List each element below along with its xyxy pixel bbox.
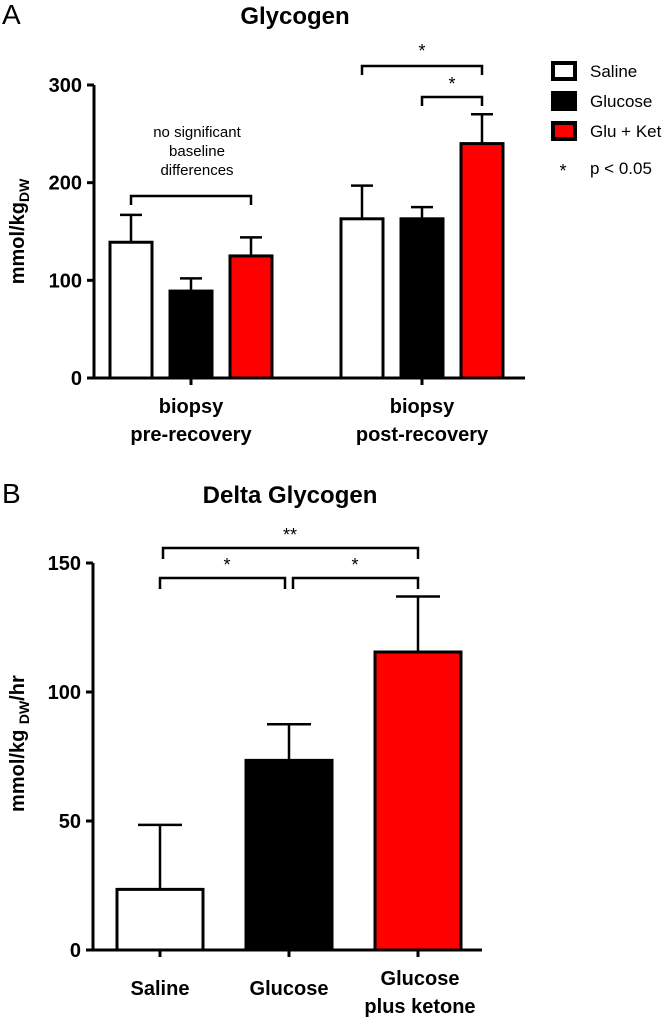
bar-glu-ket xyxy=(459,142,505,380)
annotation-text: baseline xyxy=(169,143,225,160)
panel-a-letter: A xyxy=(2,0,21,30)
significance-star: * xyxy=(223,555,230,575)
bar-glu-ket xyxy=(228,254,274,380)
bar-saline xyxy=(115,887,205,952)
x-category-label: Glucose xyxy=(250,978,329,1000)
significance-bracket xyxy=(161,546,420,559)
x-category-label: plus ketone xyxy=(364,996,475,1018)
y-tick-label: 200 xyxy=(49,173,82,195)
bar-glucose xyxy=(244,758,334,952)
significance-star: * xyxy=(418,41,425,61)
y-tick-label: 300 xyxy=(49,75,82,97)
legend-label: Saline xyxy=(590,62,637,81)
significance-star: * xyxy=(448,74,455,94)
legend-star: * xyxy=(559,161,566,181)
y-axis-label: mmol/kg DW/hr xyxy=(7,675,32,812)
bar-glucose-plus-ketone xyxy=(373,650,463,952)
bar-saline xyxy=(108,240,154,380)
y-tick-label: 0 xyxy=(71,368,82,390)
panel-a-title: Glycogen xyxy=(240,3,349,30)
panel-b-title: Delta Glycogen xyxy=(203,482,378,509)
y-tick-label: 0 xyxy=(70,940,81,962)
y-tick-label: 50 xyxy=(59,811,81,833)
x-category-label: Saline xyxy=(131,978,190,1000)
significance-star: ** xyxy=(283,525,297,545)
panel-b-chart: 0 50 100 150 mmol/kg DW/hr Saline Glucose Gluco… xyxy=(7,525,482,1018)
y-tick-label: 100 xyxy=(48,682,81,704)
panel-b-letter: B xyxy=(2,478,21,509)
significance-bracket xyxy=(420,95,484,106)
significance-star: * xyxy=(351,555,358,575)
annotation-text: differences xyxy=(160,162,233,179)
significance-bracket xyxy=(158,576,287,589)
x-category-label: pre-recovery xyxy=(130,424,252,446)
legend-label: Glucose xyxy=(590,92,652,111)
x-category-label: biopsy xyxy=(390,396,455,418)
significance-bracket xyxy=(129,194,253,205)
bar-saline xyxy=(339,217,385,380)
legend-label: Glu + Ket xyxy=(590,122,662,141)
x-category-label: Glucose xyxy=(381,968,460,990)
x-category-label: post-recovery xyxy=(356,424,489,446)
legend-note: p < 0.05 xyxy=(590,159,652,178)
legend-swatch xyxy=(551,121,577,141)
bar-glucose xyxy=(168,289,214,380)
significance-bracket xyxy=(360,64,484,75)
y-tick-label: 150 xyxy=(48,553,81,575)
legend-swatch xyxy=(551,61,577,81)
panel-a-chart: 0 100 200 300 mmol/kgDW biopsy pre-recovery bio… xyxy=(7,41,662,446)
x-category-label: biopsy xyxy=(159,396,224,418)
significance-bracket xyxy=(291,576,420,589)
legend-swatch xyxy=(551,91,577,111)
y-tick-label: 100 xyxy=(49,270,82,292)
y-axis-label: mmol/kgDW xyxy=(7,178,32,284)
annotation-text: no significant xyxy=(153,124,241,141)
bar-glucose xyxy=(399,217,445,380)
